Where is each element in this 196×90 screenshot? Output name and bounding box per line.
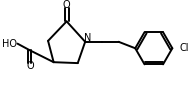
- Text: O: O: [27, 61, 34, 71]
- Text: N: N: [84, 33, 92, 43]
- Text: Cl: Cl: [180, 43, 189, 53]
- Text: O: O: [63, 0, 70, 10]
- Text: HO: HO: [2, 39, 16, 49]
